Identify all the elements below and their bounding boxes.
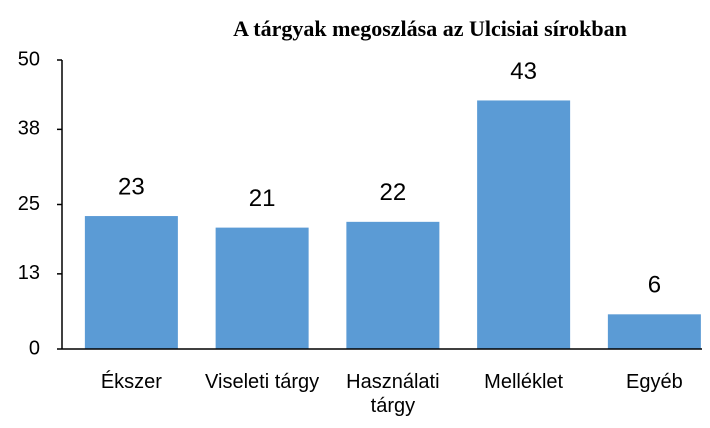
value-label: 22: [380, 179, 407, 206]
y-tick-label: 13: [18, 262, 40, 284]
bar: [477, 100, 571, 350]
y-tick-label: 38: [18, 118, 40, 140]
x-tick-label: Viseleti tárgy: [205, 371, 320, 393]
chart-title: A tárgyak megoszlása az Ulcisiai sírokba…: [233, 16, 627, 41]
y-tick-label: 0: [29, 337, 40, 359]
x-tick-label: Ékszer: [100, 371, 162, 393]
value-label: 21: [249, 185, 276, 212]
bar: [607, 314, 701, 349]
value-label: 6: [648, 272, 661, 299]
y-tick-label: 50: [18, 48, 40, 70]
x-tick-label: Használati tárgy: [346, 371, 440, 417]
bar: [215, 227, 309, 349]
value-label: 43: [510, 58, 537, 85]
x-tick-label: Melléklet: [484, 371, 564, 393]
y-tick-label: 25: [18, 193, 40, 215]
bar: [84, 216, 178, 349]
value-label: 23: [118, 173, 145, 200]
bar: [346, 221, 440, 349]
x-tick-label: Egyéb: [626, 371, 683, 393]
